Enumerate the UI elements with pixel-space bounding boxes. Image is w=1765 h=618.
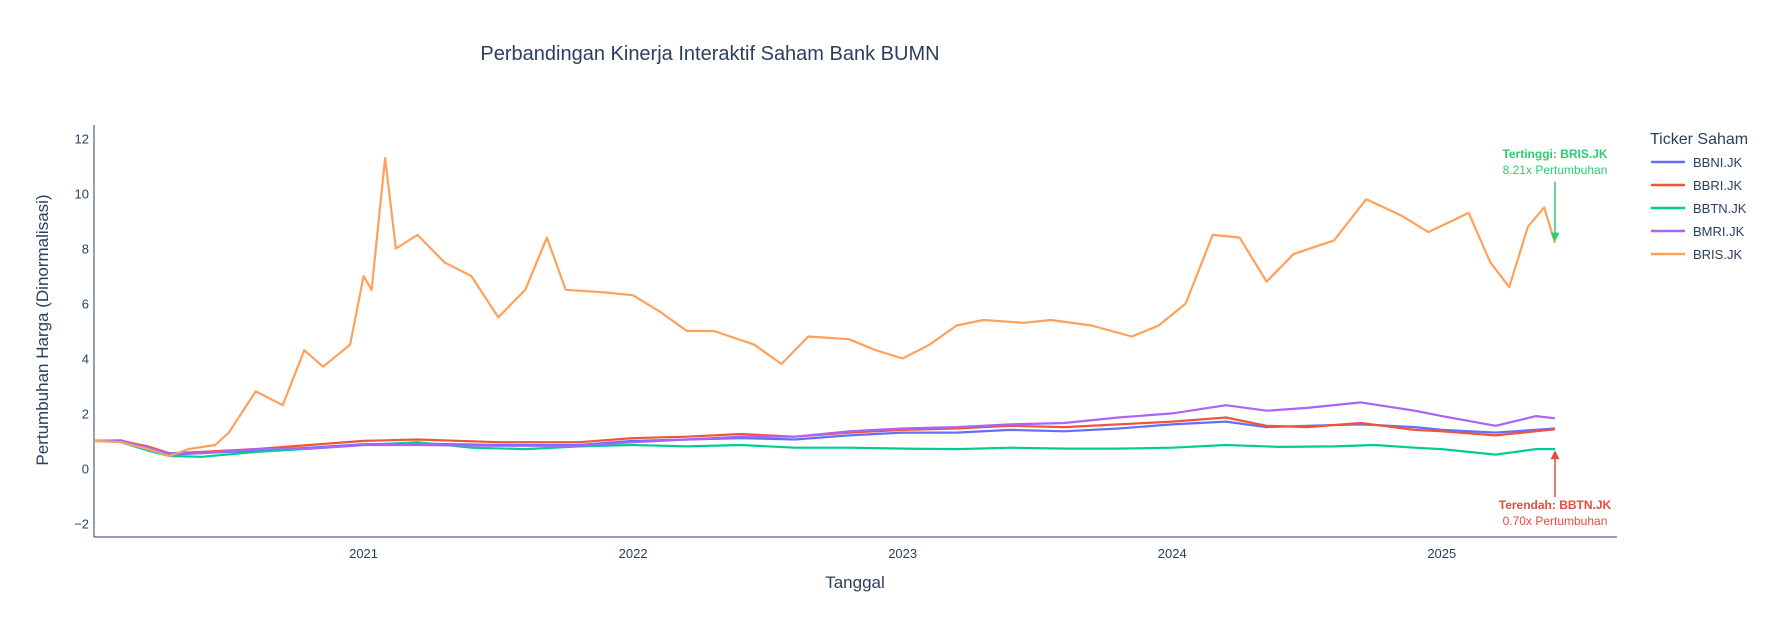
legend-item[interactable]: BMRI.JK <box>1651 224 1745 239</box>
legend-item[interactable]: BBTN.JK <box>1651 201 1747 216</box>
legend-label: BMRI.JK <box>1693 224 1745 239</box>
legend-label: BBNI.JK <box>1693 155 1742 170</box>
legend-item[interactable]: BBNI.JK <box>1651 155 1742 170</box>
y-tick-label: 0 <box>82 461 89 476</box>
x-tick-label: 2021 <box>349 546 378 561</box>
axes: −2 0 2 4 6 8 10 12 2021 2022 2023 2024 2025 <box>74 125 1617 561</box>
y-tick-label: 12 <box>75 132 89 147</box>
y-tick-label: 4 <box>82 351 89 366</box>
legend-label: BBTN.JK <box>1693 201 1747 216</box>
legend-title: Ticker Saham <box>1650 131 1748 148</box>
legend-label: BBRI.JK <box>1693 178 1742 193</box>
annotation-layer: Tertinggi: BRIS.JK 8.21x Pertumbuhan Teren… <box>1499 147 1612 528</box>
x-tick-label: 2024 <box>1158 546 1187 561</box>
y-tick-label: −2 <box>74 516 89 531</box>
y-tick-label: 2 <box>82 406 89 421</box>
series-line-bbni-jk <box>93 420 1556 456</box>
annotation-subtitle: 8.21x Pertumbuhan <box>1503 163 1608 177</box>
y-tick-label: 10 <box>75 187 89 202</box>
x-tick-label: 2025 <box>1427 546 1456 561</box>
legend-label: BRIS.JK <box>1693 247 1742 262</box>
series-line-bmri-jk <box>94 401 1556 455</box>
annotation-title: Tertinggi: BRIS.JK <box>1502 147 1607 161</box>
series-line-bbtn-jk <box>93 439 1555 458</box>
y-tick-label: 6 <box>82 297 89 312</box>
x-axis-label: Tanggal <box>825 573 885 592</box>
x-ticks: 2021 2022 2023 2024 2025 <box>349 546 1456 561</box>
y-tick-label: 8 <box>82 242 89 257</box>
x-tick-label: 2022 <box>619 546 648 561</box>
annotation-subtitle: 0.70x Pertumbuhan <box>1503 514 1608 528</box>
legend: Ticker Saham BBNI.JK BBRI.JK BBTN.JK BMRI.J… <box>1650 131 1748 262</box>
chart-title: Perbandingan Kinerja Interaktif Saham Ba… <box>480 43 939 65</box>
series-layer <box>93 156 1557 458</box>
x-tick-label: 2023 <box>888 546 917 561</box>
legend-items: BBNI.JK BBRI.JK BBTN.JK BMRI.JK BRIS.JK <box>1651 155 1747 262</box>
legend-item[interactable]: BRIS.JK <box>1651 247 1742 262</box>
y-axis-label: Pertumbuhan Harga (Dinormalisasi) <box>33 194 52 465</box>
legend-item[interactable]: BBRI.JK <box>1651 178 1742 193</box>
annotation-title: Terendah: BBTN.JK <box>1499 498 1612 512</box>
series-line-bris-jk <box>93 156 1557 458</box>
y-ticks: −2 0 2 4 6 8 10 12 <box>74 132 89 532</box>
